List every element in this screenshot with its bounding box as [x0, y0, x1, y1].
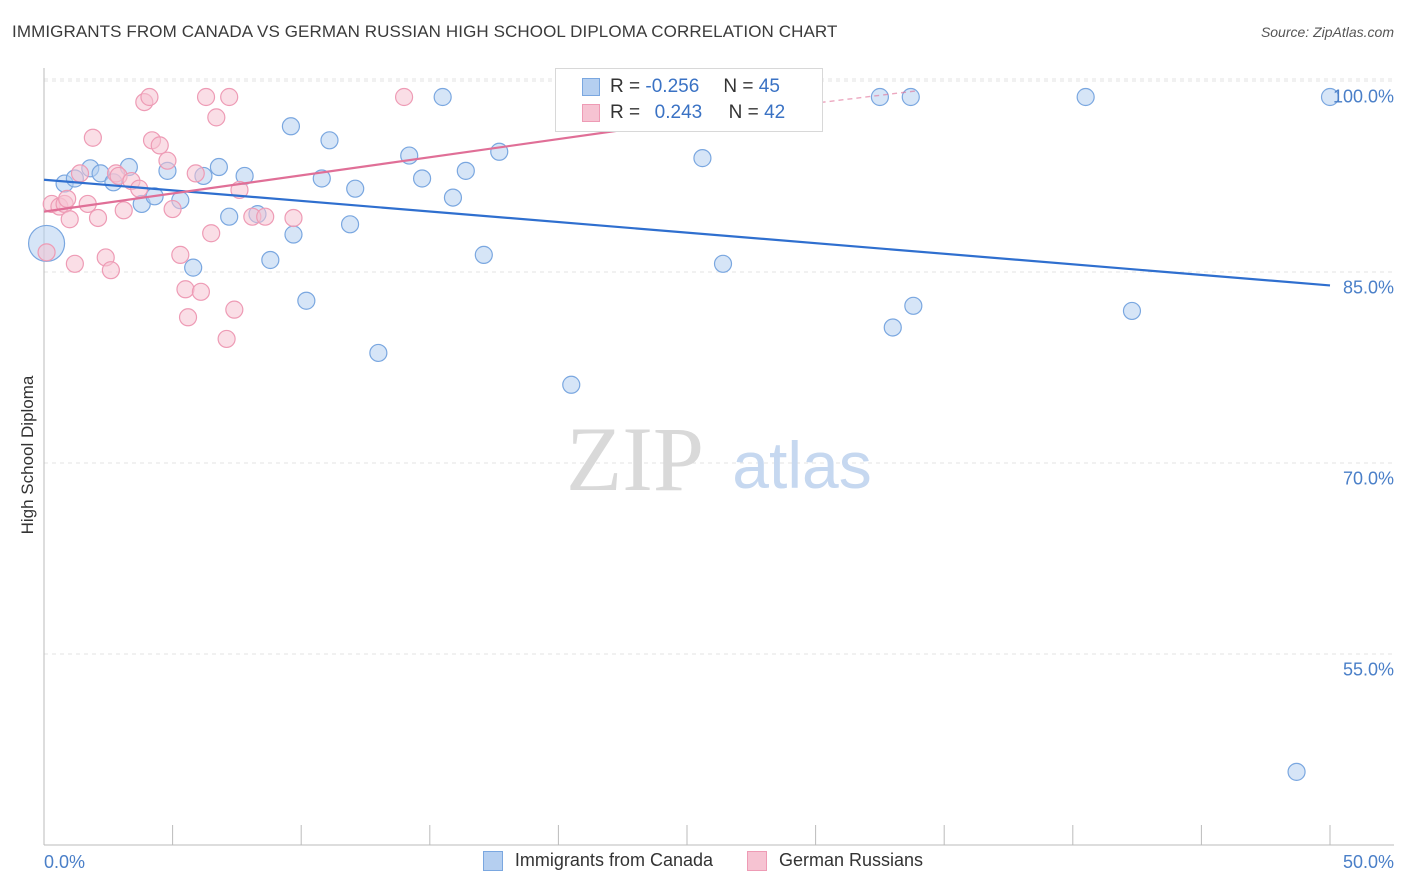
canada-point	[312, 169, 331, 188]
german-russians-swatch	[582, 104, 600, 122]
german-russians-point	[163, 199, 182, 219]
german-russians-n-value: 42	[764, 102, 786, 123]
canada-point	[1320, 87, 1340, 107]
legend-label-german-russians: German Russians	[779, 850, 924, 870]
german-russians-point	[256, 207, 275, 226]
n-label: N =	[723, 76, 754, 97]
german-russians-point	[217, 329, 236, 349]
german-russians-point	[101, 261, 120, 280]
german-russians-point	[70, 164, 90, 183]
legend-item-canada: Immigrants from Canada	[482, 850, 713, 871]
german-russians-point	[150, 136, 169, 155]
german-russians-point	[394, 87, 414, 107]
watermark-atlas: atlas	[732, 428, 871, 502]
canada-point	[184, 258, 203, 277]
canada-point	[713, 254, 733, 273]
german-russians-point	[114, 201, 133, 220]
canada-point	[220, 207, 239, 226]
german-russians-point	[191, 282, 210, 301]
grid-lines	[44, 78, 1394, 655]
canada-trend-line	[43, 178, 1331, 287]
german-russians-point	[186, 164, 205, 183]
legend-label-canada: Immigrants from Canada	[514, 850, 713, 870]
series-legend: Immigrants from Canada German Russians	[0, 850, 1406, 871]
german-russians-point	[207, 108, 226, 127]
german-russians-point	[196, 87, 216, 107]
german-russians-point	[171, 245, 190, 264]
x-tick-min: 0.0%	[44, 852, 86, 872]
chart-source: Source: ZipAtlas.com	[1260, 24, 1394, 40]
canada-point	[883, 318, 902, 337]
german-russians-point	[158, 151, 177, 170]
stats-legend: R = -0.256 N = 45 R = 0.243 N = 42	[555, 68, 823, 132]
canada-point	[870, 87, 890, 107]
legend-item-german-russians: German Russians	[747, 850, 923, 871]
german-russians-point	[140, 87, 159, 107]
canada-point	[443, 188, 463, 207]
chart-title: IMMIGRANTS FROM CANADA VS GERMAN RUSSIAN…	[12, 22, 838, 41]
y-tick-label: 70.0%	[1342, 468, 1394, 489]
canada-point	[284, 225, 303, 244]
canada-point	[281, 117, 301, 136]
german-russians-r-value: 0.243	[654, 102, 703, 123]
canada-point	[340, 215, 360, 234]
canada-point	[346, 179, 365, 198]
german-russians-point	[176, 280, 195, 299]
german-russians-point	[178, 308, 198, 327]
stats-legend-row-german-russians: R = 0.243 N = 42	[582, 100, 785, 126]
canada-point	[1287, 762, 1306, 781]
canada-point	[1122, 301, 1142, 321]
canada-point	[562, 375, 581, 394]
canada-point	[320, 131, 339, 150]
canada-point	[297, 291, 316, 310]
stats-legend-row-canada: R = -0.256 N = 45	[582, 74, 780, 100]
german-russians-point	[202, 224, 221, 243]
canada-point	[209, 157, 228, 177]
german-russians-point	[284, 208, 303, 228]
y-axis-label: High School Diploma	[18, 375, 37, 535]
canada-r-value: -0.256	[645, 76, 700, 97]
german-russians-point	[60, 210, 79, 229]
canada-point	[693, 149, 712, 168]
canada-n-value: 45	[758, 76, 780, 97]
y-tick-label: 100.0%	[1332, 86, 1394, 107]
canada-point	[261, 250, 280, 270]
r-label: R =	[610, 102, 641, 123]
axes	[43, 68, 1394, 846]
canada-swatch	[582, 78, 600, 96]
legend-swatch-canada	[482, 850, 503, 871]
canada-point	[433, 87, 452, 107]
german-russians-point	[65, 254, 84, 273]
r-label: R =	[610, 76, 641, 97]
german-russians-point	[225, 300, 244, 319]
watermark-zip: ZIP	[566, 408, 704, 510]
canada-point	[412, 169, 432, 188]
y-tick-label: 55.0%	[1342, 659, 1394, 680]
german-russians-point	[83, 128, 102, 147]
canada-point	[456, 161, 475, 180]
canada-point	[904, 296, 923, 315]
x-tick-max: 50.0%	[1342, 852, 1394, 872]
n-label: N =	[728, 102, 759, 123]
watermark: ZIP atlas	[566, 408, 872, 510]
canada-point	[474, 245, 493, 264]
canada-point	[369, 343, 388, 363]
german-russians-point	[220, 87, 239, 107]
german-russians-point	[37, 243, 56, 262]
canada-point	[901, 87, 920, 107]
y-tick-label: 85.0%	[1342, 277, 1394, 298]
legend-swatch-german-russians	[747, 850, 767, 871]
german-russians-point	[58, 189, 77, 208]
canada-point	[1076, 87, 1095, 107]
german-russians-point	[88, 208, 108, 228]
